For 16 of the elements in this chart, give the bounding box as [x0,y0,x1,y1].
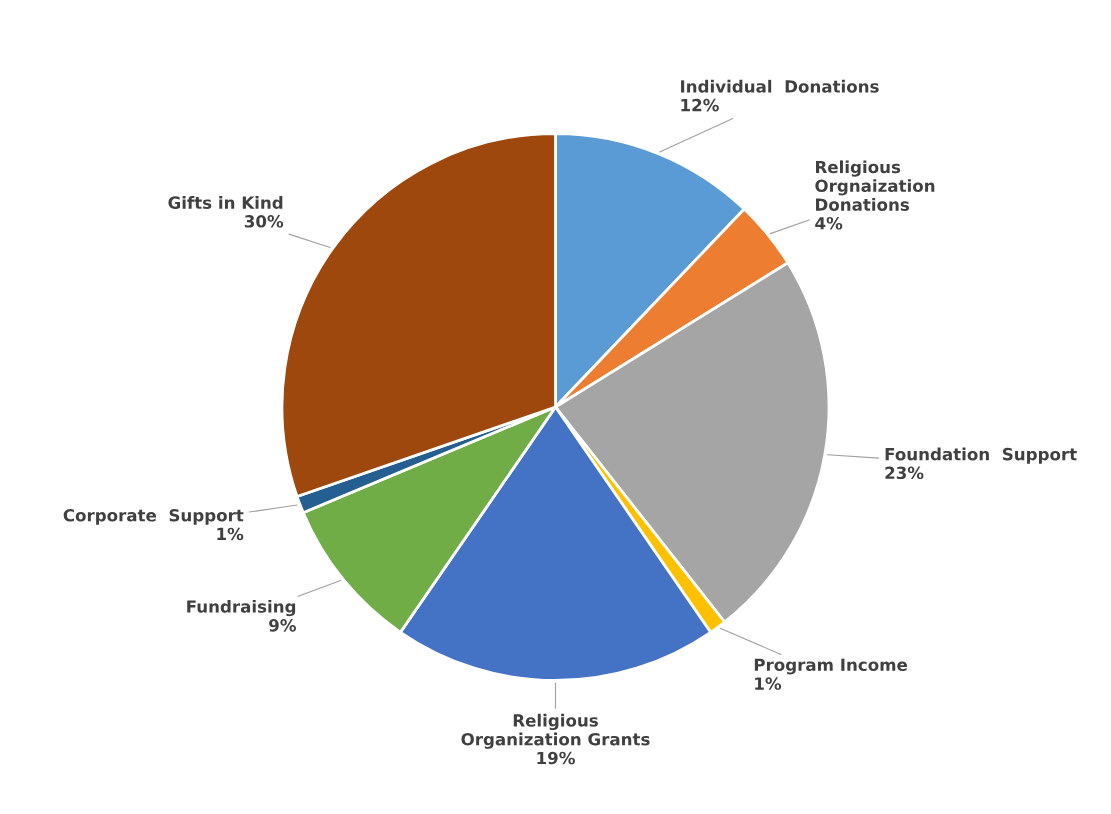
data-label: 23% [885,466,924,480]
data-label: 30% [244,215,284,228]
slice-label: Individual Donations [681,79,879,93]
slice-label: Religious Organization Grants [461,713,650,749]
data-label: 12% [681,98,719,112]
data-label: 1% [755,677,782,690]
data-label: 9% [269,619,296,632]
slice-label: Religious Orgnaization Donations [815,160,935,211]
slice-label: Gifts in Kind [168,196,283,209]
slice-label: Foundation Support [885,447,1077,464]
slice-label: Corporate Support [63,508,244,525]
slice-label: Fundraising [187,599,296,617]
data-label: 4% [815,216,843,230]
data-label: 19% [537,751,575,765]
data-label: 1% [217,527,244,541]
slice-label: Program Income [754,658,908,675]
